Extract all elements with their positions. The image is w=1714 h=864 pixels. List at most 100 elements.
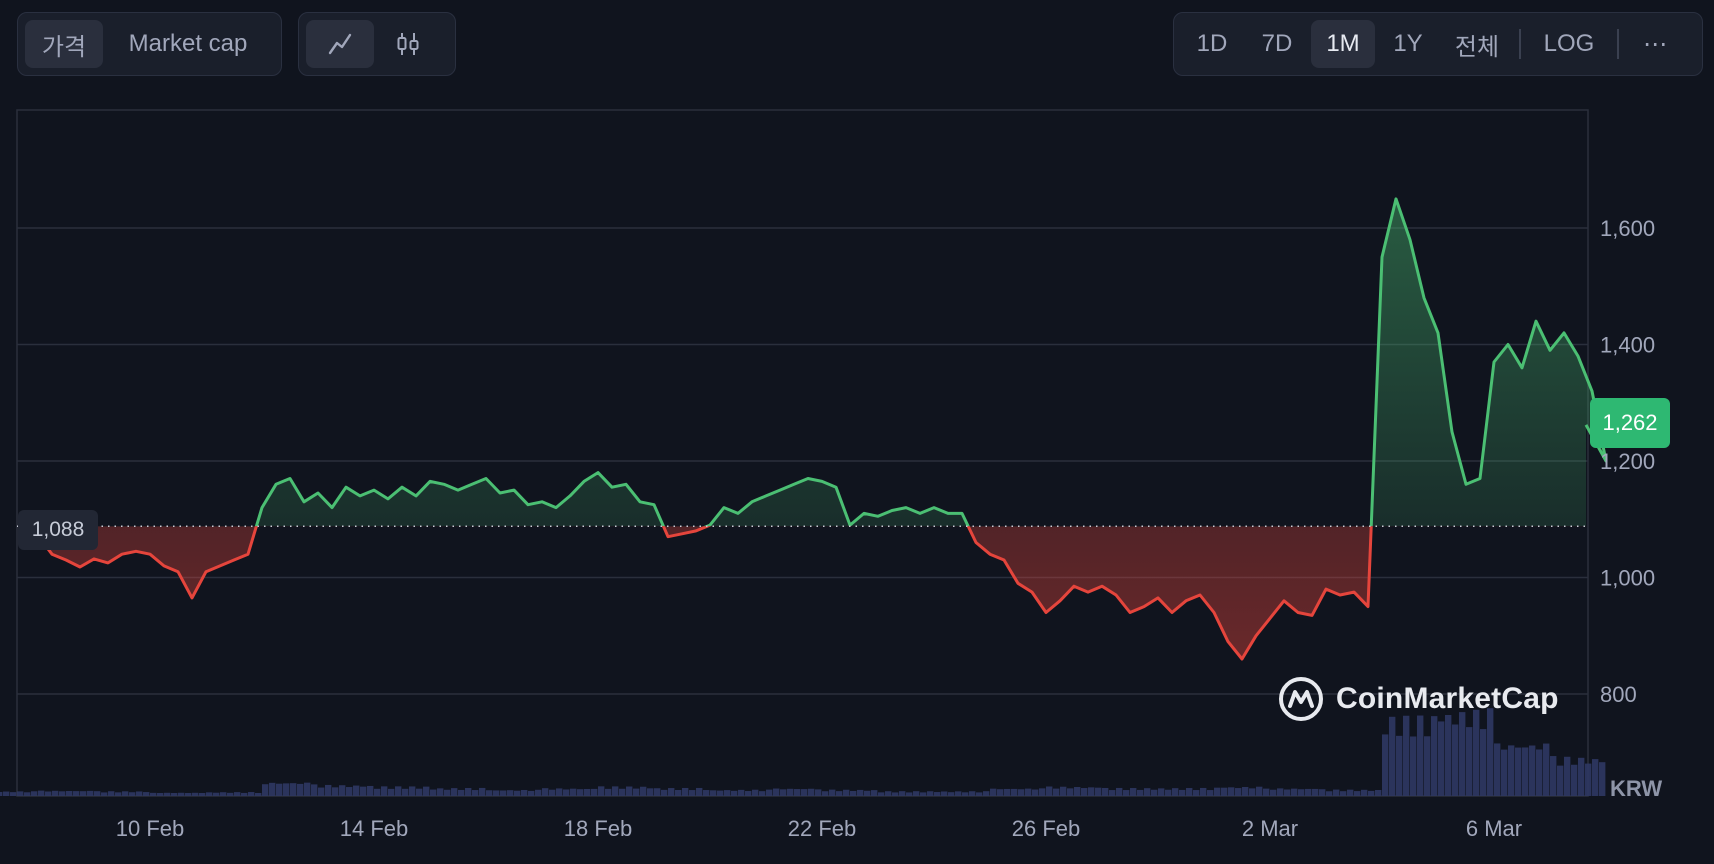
volume-bar [822,791,829,796]
volume-bar [0,791,3,796]
volume-bar [997,789,1004,796]
volume-bar [1242,786,1249,796]
volume-bar [1200,787,1207,796]
volume-bar [1417,715,1424,796]
range-toolbar: 1D 7D 1M 1Y 전체 LOG ⋯ [1173,12,1703,76]
marketcap-tab[interactable]: Market cap [128,30,248,57]
volume-bar [38,790,45,796]
range-1d-button[interactable]: 1D [1196,30,1228,57]
volume-bar [1424,736,1431,796]
volume-bar [1578,757,1585,796]
volume-bar [570,788,577,796]
log-scale-button[interactable]: LOG [1543,30,1595,57]
line-chart-button[interactable] [306,20,374,68]
range-1y-button[interactable]: 1Y [1393,30,1423,57]
volume-bar [1249,788,1256,796]
volume-bar [1361,789,1368,796]
volume-bar [87,790,94,796]
volume-bar [794,789,801,796]
volume-bar [1550,756,1557,796]
volume-bar [724,790,731,796]
volume-bar [339,785,346,796]
volume-bar [122,791,129,796]
volume-bar [192,792,199,796]
volume-bar [766,789,773,796]
volume-bar [703,790,710,796]
more-options-button[interactable]: ⋯ [1643,30,1667,58]
range-7d-button[interactable]: 7D [1261,30,1293,57]
volume-bar [1053,788,1060,796]
x-tick-label: 14 Feb [340,816,409,841]
volume-bar [1270,789,1277,796]
volume-bar [1025,788,1032,796]
volume-bar [1354,791,1361,796]
volume-bar [1123,790,1130,796]
volume-bar [864,790,871,796]
volume-bar [248,792,255,796]
volume-bar [1298,789,1305,796]
candlestick-button[interactable] [374,20,442,68]
volume-bar [1382,734,1389,796]
volume-bar [990,788,997,796]
price-tab[interactable]: 가격 [25,20,103,68]
volume-bar [500,790,507,796]
volume-bar [1039,788,1046,796]
area-below-baseline [19,526,1372,659]
volume-bar [1599,762,1606,796]
volume-bar [885,791,892,796]
volume-bar [24,792,31,796]
y-tick-label: 800 [1600,682,1637,707]
volume-bar [808,788,815,796]
volume-bar [815,789,822,796]
volume-bar [745,791,752,796]
x-axis-labels: 10 Feb 14 Feb 18 Feb 22 Feb 26 Feb 2 Mar 6 Mar [116,816,1522,841]
volume-bar [1214,787,1221,796]
volume-bar [619,788,626,796]
volume-bar [1515,747,1522,796]
volume-bar [829,789,836,796]
volume-bar [1291,788,1298,796]
volume-bar [1459,712,1466,796]
volume-bar [213,792,220,796]
price-area [19,198,1606,659]
area-above-baseline [19,198,1606,527]
price-line-down [18,526,1373,661]
volume-bar [143,792,150,796]
volume-bar [871,790,878,796]
volume-bar [1452,724,1459,796]
range-all-button[interactable]: 전체 [1454,33,1500,61]
volume-bar [472,790,479,796]
volume-bar [983,791,990,796]
y-tick-label: 1,600 [1600,216,1655,241]
volume-bar [101,792,108,796]
volume-bars [0,708,1606,796]
volume-bar [710,790,717,796]
volume-bar [1319,789,1326,796]
volume-bar [1312,788,1319,796]
y-axis-labels: 800 1,000 1,200 1,400 1,600 [1600,216,1655,707]
volume-bar [136,791,143,796]
volume-bar [1172,788,1179,796]
volume-bar [479,787,486,796]
volume-bar [1445,714,1452,796]
volume-bar [528,790,535,796]
volume-bar [913,791,920,796]
y-tick-label: 1,000 [1600,566,1655,591]
volume-bar [1207,790,1214,796]
volume-bar [1368,790,1375,796]
candlestick-icon [397,33,419,55]
volume-bar [1158,788,1165,796]
volume-bar [682,787,689,796]
volume-bar [1585,763,1592,796]
range-1m-button[interactable]: 1M [1311,20,1375,68]
volume-bar [318,787,325,796]
volume-bar [1074,787,1081,796]
volume-bar [696,787,703,796]
volume-bar [787,788,794,796]
volume-bar [1396,735,1403,796]
volume-bar [45,791,52,796]
volume-bar [388,788,395,796]
volume-bar [1221,787,1228,796]
volume-bar [52,790,59,796]
